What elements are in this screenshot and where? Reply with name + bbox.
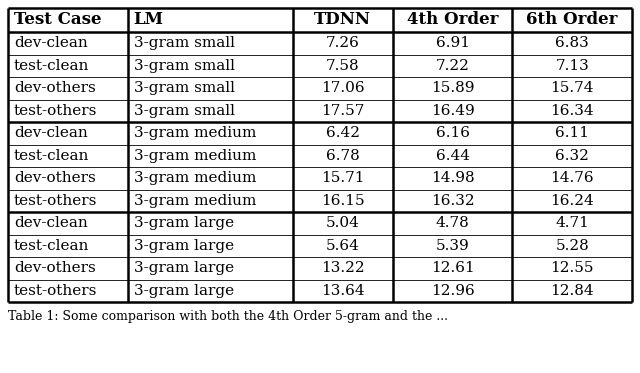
Text: 12.55: 12.55	[550, 261, 594, 275]
Text: 12.61: 12.61	[431, 261, 474, 275]
Text: 3-gram medium: 3-gram medium	[134, 171, 256, 185]
Text: 5.04: 5.04	[326, 216, 360, 230]
Text: dev-clean: dev-clean	[14, 126, 88, 140]
Text: 5.64: 5.64	[326, 239, 360, 253]
Text: 15.71: 15.71	[321, 171, 364, 185]
Text: 16.32: 16.32	[431, 194, 474, 208]
Text: 6.44: 6.44	[436, 149, 470, 163]
Text: 16.24: 16.24	[550, 194, 594, 208]
Text: 14.76: 14.76	[550, 171, 594, 185]
Text: Table 1: Some comparison with both the 4th Order 5-gram and the ...: Table 1: Some comparison with both the 4…	[8, 310, 448, 323]
Text: 3-gram small: 3-gram small	[134, 59, 235, 73]
Text: 6.78: 6.78	[326, 149, 360, 163]
Text: dev-others: dev-others	[14, 171, 96, 185]
Text: test-others: test-others	[14, 194, 97, 208]
Text: 6.16: 6.16	[436, 126, 470, 140]
Text: 15.74: 15.74	[550, 81, 594, 95]
Text: 15.89: 15.89	[431, 81, 474, 95]
Text: 3-gram large: 3-gram large	[134, 216, 234, 230]
Text: 17.57: 17.57	[321, 104, 364, 118]
Text: 5.28: 5.28	[556, 239, 589, 253]
Text: TDNN: TDNN	[314, 12, 371, 28]
Text: LM: LM	[134, 12, 164, 28]
Text: 3-gram medium: 3-gram medium	[134, 149, 256, 163]
Text: 3-gram medium: 3-gram medium	[134, 194, 256, 208]
Text: test-others: test-others	[14, 104, 97, 118]
Text: test-clean: test-clean	[14, 239, 90, 253]
Text: 6.91: 6.91	[436, 36, 470, 50]
Text: 3-gram large: 3-gram large	[134, 261, 234, 275]
Text: 6.42: 6.42	[326, 126, 360, 140]
Text: 4.78: 4.78	[436, 216, 469, 230]
Text: 3-gram small: 3-gram small	[134, 81, 235, 95]
Text: 4.71: 4.71	[556, 216, 589, 230]
Text: 4th Order: 4th Order	[407, 12, 499, 28]
Text: 7.58: 7.58	[326, 59, 360, 73]
Text: test-others: test-others	[14, 284, 97, 298]
Text: 12.96: 12.96	[431, 284, 474, 298]
Text: 6.32: 6.32	[556, 149, 589, 163]
Text: 3-gram large: 3-gram large	[134, 284, 234, 298]
Text: 3-gram small: 3-gram small	[134, 104, 235, 118]
Text: 17.06: 17.06	[321, 81, 364, 95]
Text: Test Case: Test Case	[14, 12, 102, 28]
Text: 13.22: 13.22	[321, 261, 364, 275]
Text: 5.39: 5.39	[436, 239, 469, 253]
Text: test-clean: test-clean	[14, 149, 90, 163]
Text: 6.11: 6.11	[555, 126, 589, 140]
Text: 7.26: 7.26	[326, 36, 360, 50]
Text: 16.49: 16.49	[431, 104, 474, 118]
Text: dev-others: dev-others	[14, 81, 96, 95]
Text: 14.98: 14.98	[431, 171, 474, 185]
Text: dev-clean: dev-clean	[14, 216, 88, 230]
Text: 7.13: 7.13	[556, 59, 589, 73]
Text: 3-gram medium: 3-gram medium	[134, 126, 256, 140]
Text: 3-gram large: 3-gram large	[134, 239, 234, 253]
Text: dev-clean: dev-clean	[14, 36, 88, 50]
Text: 7.22: 7.22	[436, 59, 470, 73]
Text: 3-gram small: 3-gram small	[134, 36, 235, 50]
Text: 6.83: 6.83	[556, 36, 589, 50]
Text: 16.34: 16.34	[550, 104, 594, 118]
Text: 12.84: 12.84	[550, 284, 594, 298]
Text: 16.15: 16.15	[321, 194, 364, 208]
Text: 6th Order: 6th Order	[527, 12, 618, 28]
Text: test-clean: test-clean	[14, 59, 90, 73]
Text: dev-others: dev-others	[14, 261, 96, 275]
Text: 13.64: 13.64	[321, 284, 364, 298]
